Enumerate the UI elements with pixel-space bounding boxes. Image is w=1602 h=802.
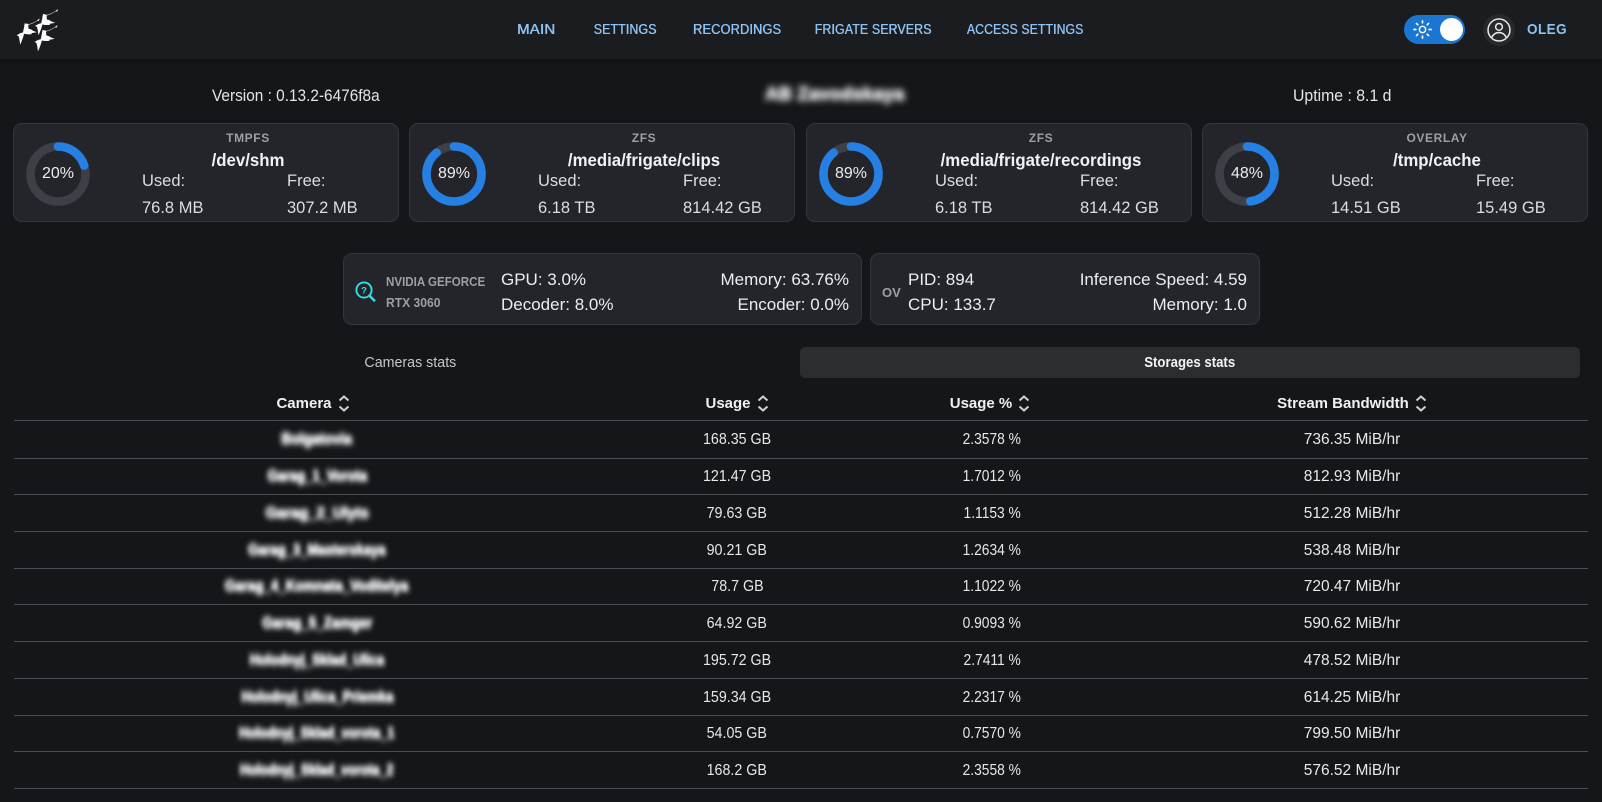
svg-text:?: ?: [361, 286, 367, 297]
